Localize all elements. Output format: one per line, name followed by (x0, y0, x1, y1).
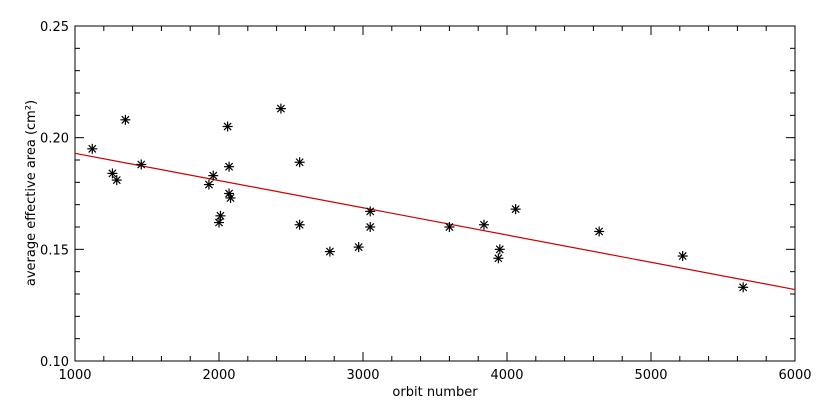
data-point (294, 157, 305, 168)
data-point (738, 282, 749, 293)
x-axis-title: orbit number (392, 385, 478, 400)
plot-frame (74, 25, 796, 362)
data-point (111, 175, 122, 186)
data-point (224, 161, 235, 172)
data-point (214, 217, 224, 228)
trend-line-layer (74, 152, 796, 291)
data-point (225, 192, 236, 203)
data-point (294, 219, 305, 230)
y-tick-label: 0.10 (40, 355, 69, 370)
data-point (136, 159, 147, 170)
x-tick-label: 6000 (778, 368, 811, 383)
y-axis-title: average effective area (cm²) (24, 100, 39, 286)
data-point (493, 253, 504, 264)
data-point (208, 170, 219, 181)
data-point (87, 143, 98, 154)
x-tick-label: 2000 (202, 368, 235, 383)
data-point (365, 222, 376, 232)
data-points-layer (87, 103, 749, 293)
x-tick-label: 1000 (58, 368, 91, 383)
x-axis-ticks: 1000 2000 3000 4000 5000 6000 (58, 26, 812, 383)
data-point (478, 219, 489, 230)
data-point (353, 242, 364, 253)
y-tick-label: 0.20 (40, 132, 69, 147)
data-point (107, 168, 118, 179)
x-tick-label: 4000 (490, 368, 523, 383)
data-point (444, 222, 455, 232)
data-point (215, 210, 226, 221)
data-point (677, 251, 688, 262)
y-tick-label: 0.15 (40, 243, 69, 258)
x-tick-label: 3000 (346, 368, 379, 383)
data-point (203, 179, 214, 190)
y-tick-label: 0.25 (40, 20, 69, 35)
data-point (120, 114, 131, 125)
data-point (494, 244, 505, 255)
data-point (365, 206, 376, 217)
data-point (594, 226, 605, 237)
linear-fit-line (74, 152, 796, 291)
x-tick-label: 5000 (634, 368, 667, 383)
data-point (222, 121, 233, 132)
data-point (275, 103, 286, 114)
data-point (324, 246, 335, 257)
y-axis-ticks: 0.10 0.15 0.20 0.25 (40, 20, 795, 370)
data-point (510, 204, 521, 215)
